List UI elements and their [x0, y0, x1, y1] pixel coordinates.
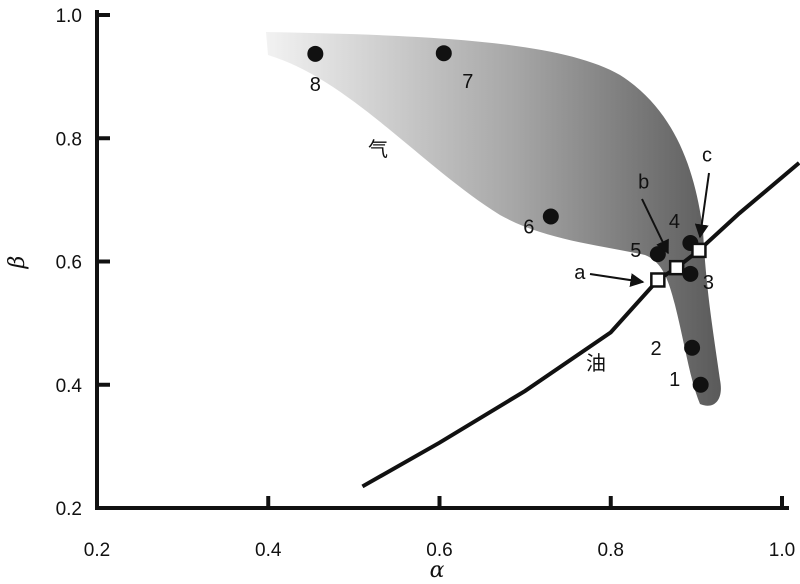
y-tick-label: 0.8	[56, 129, 82, 150]
data-point-label-4: 4	[669, 211, 680, 233]
data-point-2	[684, 339, 701, 356]
data-point-8	[307, 45, 324, 62]
x-tick-label: 0.8	[598, 540, 624, 561]
data-point-label-3: 3	[703, 272, 714, 294]
marker-b	[668, 259, 685, 276]
y-tick-label: 0.2	[56, 499, 82, 520]
data-point-3	[682, 265, 699, 282]
marker-label-c: c	[702, 144, 712, 166]
data-point-label-5: 5	[630, 240, 641, 262]
y-tick-label: 0.6	[56, 253, 82, 274]
region-label-gas: 气	[368, 137, 388, 161]
data-point-label-8: 8	[310, 74, 321, 96]
arrow-a	[589, 273, 645, 288]
data-point-6	[542, 208, 559, 225]
y-tick-label: 1.0	[56, 6, 82, 27]
marker-label-b: b	[638, 172, 649, 194]
y-tick-label: 0.4	[56, 376, 83, 397]
x-tick-label: 1.0	[769, 540, 795, 561]
x-tick-label: 0.6	[426, 540, 452, 561]
data-point-label-6: 6	[523, 217, 534, 239]
arrow-b	[641, 198, 669, 255]
x-tick-label: 0.2	[84, 540, 110, 561]
region-label-oil: 油	[586, 351, 606, 375]
data-point-5	[649, 246, 666, 263]
marker-label-a: a	[574, 262, 586, 284]
marker-c	[691, 242, 707, 259]
data-point-label-7: 7	[462, 71, 473, 93]
data-point-1	[692, 376, 709, 393]
x-tick-label: 0.4	[255, 540, 282, 561]
y-axis-title: β	[5, 256, 30, 270]
x-axis-title: α	[430, 558, 445, 583]
data-point-label-1: 1	[669, 369, 680, 391]
data-point-7	[435, 45, 452, 62]
marker-a	[650, 272, 666, 288]
shaded-region	[266, 32, 721, 406]
data-point-label-2: 2	[651, 338, 662, 360]
arrow-c	[694, 172, 710, 239]
